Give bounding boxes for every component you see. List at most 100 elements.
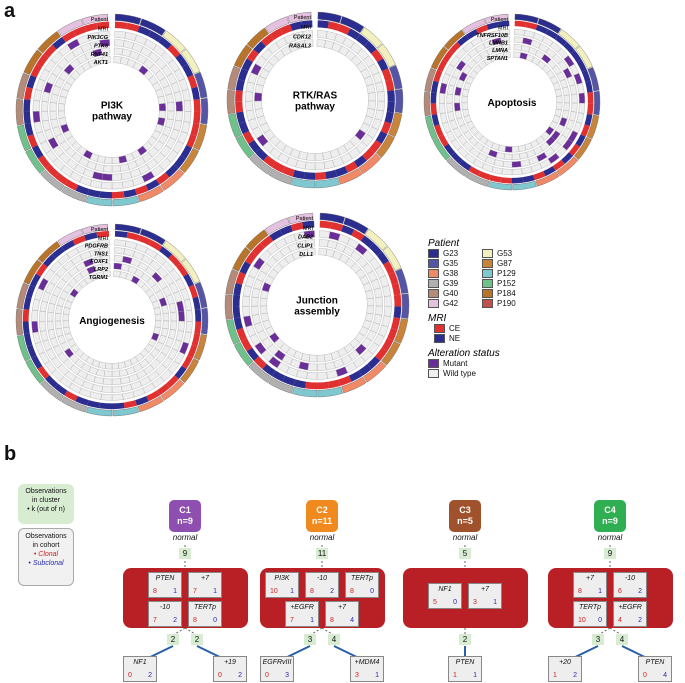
mri-ring-segment xyxy=(290,21,303,31)
mri-ring-segment xyxy=(522,174,535,183)
patient-ring-segment xyxy=(233,341,254,367)
subclonal-count: 0 xyxy=(598,617,602,624)
gene-ring-cell xyxy=(511,153,521,160)
subclonal-count: 1 xyxy=(473,672,477,679)
legend-swatch xyxy=(434,324,445,334)
subclonal-count: 2 xyxy=(330,588,334,595)
gene-ring-cell xyxy=(166,110,175,121)
gene-ring-cell xyxy=(318,247,328,256)
gene-ring-cell xyxy=(571,93,578,104)
patient-ring-segment xyxy=(443,29,466,50)
gene-event-name: TERTp xyxy=(193,604,217,611)
mri-ring-segment xyxy=(525,21,538,30)
patient-ring-segment xyxy=(288,212,314,225)
clonal-count: 0 xyxy=(128,672,132,679)
mri-ring-segment xyxy=(193,111,201,124)
patient-ring-segment xyxy=(233,44,253,69)
gene-ring-cell xyxy=(168,302,177,313)
mri-ring-segment xyxy=(290,222,304,232)
patient-ring-segment xyxy=(339,16,365,34)
mri-ring-segment xyxy=(114,21,128,30)
mri-ring-segment xyxy=(486,21,499,30)
mri-ring-segment xyxy=(99,191,112,199)
gene-ring-cell xyxy=(39,321,47,332)
patient-ring-segment xyxy=(162,30,186,53)
gene-ring-cell xyxy=(573,73,583,85)
gene-ring-cell xyxy=(42,119,51,132)
key-cluster-line1: Observations xyxy=(25,488,67,495)
patient-ring-segment xyxy=(265,16,290,34)
branch-k-box: 2 xyxy=(191,634,203,645)
circos-ring-label: PTK6 xyxy=(94,43,109,49)
patient-ring-segment xyxy=(227,65,241,91)
mri-ring-segment xyxy=(248,139,261,153)
mri-ring-segment xyxy=(261,34,274,47)
branch-event-name: EGFRvIII xyxy=(262,659,292,666)
gene-ring-cell xyxy=(523,30,535,39)
mri-ring-segment xyxy=(166,375,179,388)
gene-ring-cell xyxy=(375,81,385,93)
mri-ring-segment xyxy=(181,355,193,370)
mri-ring-segment xyxy=(585,80,593,93)
gene-event-name: -10 xyxy=(316,575,328,582)
clonal-count: 10 xyxy=(578,617,586,624)
mri-ring-segment xyxy=(431,113,440,127)
patient-ring-segment xyxy=(112,195,140,207)
mri-ring-segment xyxy=(500,177,512,184)
patient-ring-segment xyxy=(112,406,140,417)
gene-ring-cell xyxy=(114,239,127,247)
patient-ring-segment xyxy=(61,396,88,413)
gene-ring-cell xyxy=(111,378,122,385)
mri-ring-segment xyxy=(337,24,351,35)
mri-ring-segment xyxy=(360,235,374,248)
gene-event-box: TERTp 10 0 xyxy=(573,601,607,627)
gene-ring-cell xyxy=(518,144,527,152)
gene-ring-cell xyxy=(319,230,331,239)
mri-ring-segment xyxy=(315,171,327,180)
subclonal-count: 1 xyxy=(310,617,314,624)
legend-patient-label: G42 xyxy=(443,299,459,308)
gene-ring-cell xyxy=(576,112,585,124)
gene-event-box: NF1 5 0 xyxy=(428,583,462,609)
mri-ring-segment xyxy=(489,174,502,183)
mri-ring-segment xyxy=(586,103,594,115)
circos-ring-label: Patient xyxy=(491,17,509,23)
patient-ring-segment xyxy=(25,148,46,174)
mri-ring-segment xyxy=(468,166,481,177)
patient-ring-segment xyxy=(61,185,88,203)
mri-ring-segment xyxy=(159,246,173,259)
gene-ring-cell xyxy=(511,146,520,153)
mri-ring-segment xyxy=(191,86,200,100)
cluster-k-box: 5 xyxy=(459,548,471,559)
patient-ring-segment xyxy=(364,228,388,251)
gene-ring-cell xyxy=(254,92,263,102)
gene-ring-cell xyxy=(31,321,39,333)
gene-ring-cell xyxy=(323,159,335,170)
gene-ring-cell xyxy=(120,171,132,181)
mri-ring-segment xyxy=(384,111,394,124)
gene-ring-cell xyxy=(384,295,392,307)
mri-ring-segment xyxy=(193,99,201,112)
gene-ring-cell xyxy=(242,306,251,317)
mri-ring-segment xyxy=(450,152,463,164)
gene-ring-cell xyxy=(438,92,446,104)
gene-ring-cell xyxy=(114,247,125,255)
gene-event-name: -10 xyxy=(159,604,171,611)
gene-ring-cell xyxy=(578,103,586,114)
gene-ring-cell xyxy=(41,91,51,103)
mri-ring-segment xyxy=(188,284,199,299)
gene-ring-cell xyxy=(578,92,586,104)
patient-ring-segment xyxy=(160,379,185,401)
patient-ring-segment xyxy=(394,88,404,114)
cluster-n: n=9 xyxy=(602,516,618,526)
gene-ring-cell xyxy=(504,146,513,153)
clonal-count: 7 xyxy=(193,588,197,595)
mri-ring-segment xyxy=(443,143,456,156)
patient-ring-segment xyxy=(292,386,318,398)
mri-ring-segment xyxy=(23,333,33,347)
legend-patient-label: G39 xyxy=(443,279,459,288)
mri-ring-segment xyxy=(64,390,78,402)
patient-ring-segment xyxy=(114,13,142,25)
mri-ring-segment xyxy=(175,53,188,68)
mri-ring-segment xyxy=(376,251,389,265)
